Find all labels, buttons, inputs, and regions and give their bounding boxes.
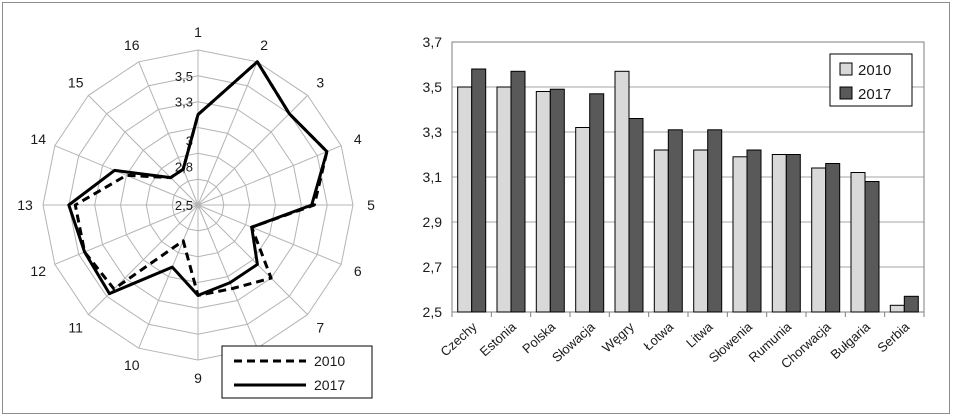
radar-spoke [197, 204, 342, 265]
bar-2017 [471, 68, 487, 313]
radar-ring-label: 3,3 [175, 95, 193, 110]
radar-axis-label: 3 [316, 75, 324, 91]
bar-2010 [535, 91, 551, 313]
radar-axis-label: 11 [68, 319, 83, 335]
bar-2010 [653, 149, 669, 313]
bar-xtick-label: Bułgaria [828, 319, 874, 363]
bar-2010 [811, 167, 827, 313]
bar-2017 [785, 154, 801, 313]
bar-2017 [825, 163, 841, 313]
radar-axis-label: 10 [124, 357, 140, 373]
bar-ytick-label: 2,5 [423, 304, 443, 320]
radar-legend [221, 345, 373, 399]
radar-axis-label: 15 [68, 75, 84, 91]
radar-spoke [197, 204, 308, 315]
bar-2010 [889, 304, 905, 313]
bar-2010 [575, 127, 591, 313]
radar-spoke [88, 95, 199, 206]
bar-2010 [771, 154, 787, 313]
radar-series-2017 [67, 60, 329, 297]
radar-spoke [138, 204, 199, 349]
radar-axis-label: 1 [194, 24, 202, 40]
radar-axis-label: 14 [30, 131, 46, 147]
radar-axis-label: 4 [354, 131, 362, 147]
bar-2017 [549, 88, 565, 313]
radar-axis-label: 12 [30, 263, 46, 279]
bar-xtick-label: Łotwa [640, 319, 676, 354]
bar-legend-label: 2010 [858, 62, 891, 79]
radar-ring-label: 2,5 [175, 198, 193, 213]
bar-ytick-label: 3,5 [423, 79, 443, 95]
radar-axis-label: 13 [17, 197, 33, 213]
bar-legend-swatch [839, 86, 853, 100]
bar-2017 [667, 129, 683, 313]
radar-spoke [138, 61, 199, 206]
bar-ytick-label: 3,7 [423, 34, 443, 50]
bar-2010 [457, 86, 473, 313]
bar-xtick-label: Serbia [874, 319, 913, 356]
radar-spoke [197, 204, 258, 349]
radar-axis-label: 6 [354, 263, 362, 279]
bar-xtick-label: Czechy [437, 319, 480, 359]
bar-xtick-label: Słowenia [706, 319, 756, 366]
bar-2017 [903, 295, 919, 313]
bar-ytick-label: 2,9 [423, 214, 443, 230]
bar-ytick-label: 2,7 [423, 259, 443, 275]
radar-axis-label: 7 [316, 319, 324, 335]
bar-legend-label: 2017 [858, 86, 891, 103]
bar-2017 [510, 70, 526, 313]
bar-legend-swatch [839, 62, 853, 76]
bar-ytick-label: 3,1 [423, 169, 443, 185]
bar-2010 [732, 156, 748, 313]
radar-legend-label: 2010 [314, 353, 345, 369]
bar-2010 [496, 86, 512, 313]
radar-spoke [88, 204, 199, 315]
bar-2017 [707, 129, 723, 313]
bar-xtick-label: Słowacja [549, 319, 598, 365]
bar-xtick-label: Litwa [683, 319, 716, 351]
radar-ring-label: 3,5 [175, 69, 193, 84]
bar-2017 [864, 181, 880, 313]
radar-spoke [54, 145, 199, 206]
bar-2017 [589, 93, 605, 313]
bar-2017 [746, 149, 762, 313]
radar-chart: 2,52,833,33,5123456789101112131415162010… [17, 24, 375, 399]
bar-xtick-label: Węgry [599, 319, 637, 356]
radar-axis-label: 2 [260, 37, 268, 53]
bar-xtick-label: Estonia [477, 319, 520, 360]
radar-legend-label: 2017 [314, 377, 345, 393]
radar-spoke [197, 61, 258, 206]
bar-2010 [850, 172, 866, 313]
radar-spoke [197, 145, 342, 206]
bar-2010 [693, 149, 709, 313]
radar-spoke [54, 204, 199, 265]
bar-2010 [614, 70, 630, 313]
bar-ytick-label: 3,3 [423, 124, 443, 140]
radar-axis-label: 16 [124, 37, 140, 53]
radar-axis-label: 9 [194, 370, 202, 386]
radar-axis-label: 5 [367, 197, 375, 213]
bar-2017 [628, 118, 644, 313]
